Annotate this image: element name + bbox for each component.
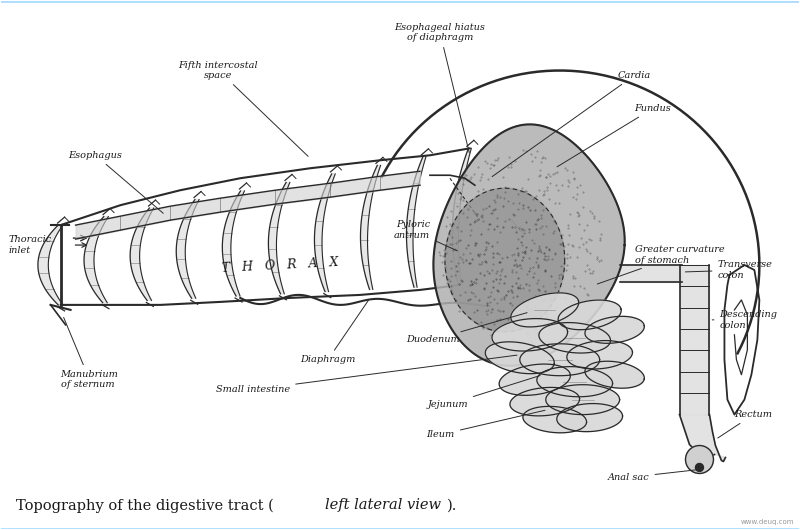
- Polygon shape: [130, 208, 154, 301]
- Text: Esophageal hiatus
of diaphragm: Esophageal hiatus of diaphragm: [394, 23, 486, 153]
- Polygon shape: [406, 157, 426, 287]
- Text: Pyloric
antrum: Pyloric antrum: [394, 220, 458, 251]
- Text: ).: ).: [447, 498, 458, 513]
- Polygon shape: [546, 385, 620, 414]
- Text: Descending
colon: Descending colon: [712, 310, 778, 330]
- Polygon shape: [492, 319, 567, 351]
- Polygon shape: [567, 341, 633, 369]
- Polygon shape: [557, 403, 622, 431]
- Text: Rectum: Rectum: [718, 410, 773, 438]
- Text: Greater curvature
of stomach: Greater curvature of stomach: [598, 245, 724, 284]
- Text: Small intestine: Small intestine: [216, 355, 517, 394]
- Text: T   H   O   R   A   X: T H O R A X: [222, 255, 339, 275]
- Text: Esophagus: Esophagus: [69, 151, 163, 213]
- Polygon shape: [434, 125, 625, 366]
- Polygon shape: [585, 361, 644, 388]
- Circle shape: [686, 446, 714, 473]
- Polygon shape: [453, 148, 471, 285]
- Text: Diaphragm: Diaphragm: [300, 300, 369, 364]
- Polygon shape: [38, 225, 63, 305]
- Text: Topography of the digestive tract (: Topography of the digestive tract (: [16, 498, 274, 513]
- Text: Fifth intercostal
space: Fifth intercostal space: [178, 60, 308, 156]
- Text: Fundus: Fundus: [557, 104, 671, 167]
- Text: Thoracic
inlet: Thoracic inlet: [9, 235, 52, 255]
- Polygon shape: [176, 199, 199, 298]
- Polygon shape: [510, 387, 579, 416]
- Polygon shape: [585, 316, 644, 343]
- Polygon shape: [523, 407, 586, 433]
- Text: www.deuq.com: www.deuq.com: [741, 519, 794, 525]
- Polygon shape: [269, 182, 290, 294]
- Polygon shape: [499, 364, 570, 395]
- Polygon shape: [679, 414, 726, 462]
- Polygon shape: [537, 367, 613, 397]
- Polygon shape: [84, 217, 108, 303]
- Polygon shape: [486, 342, 554, 374]
- Text: Ileum: Ileum: [426, 410, 545, 439]
- Polygon shape: [314, 174, 335, 292]
- Text: Cardia: Cardia: [492, 71, 651, 176]
- Text: Anal sac: Anal sac: [608, 470, 697, 482]
- Polygon shape: [539, 323, 610, 353]
- Circle shape: [695, 463, 703, 472]
- Polygon shape: [511, 293, 578, 327]
- Text: Transverse
colon: Transverse colon: [686, 260, 772, 280]
- Text: Jejunum: Jejunum: [427, 376, 540, 409]
- Polygon shape: [445, 188, 565, 332]
- Text: Manubrium
of sternum: Manubrium of sternum: [61, 317, 118, 390]
- Polygon shape: [361, 165, 381, 289]
- Polygon shape: [558, 300, 622, 330]
- Text: left lateral view: left lateral view: [325, 498, 441, 513]
- Polygon shape: [222, 191, 245, 296]
- Text: Duodenum: Duodenum: [406, 313, 527, 344]
- Polygon shape: [520, 344, 600, 376]
